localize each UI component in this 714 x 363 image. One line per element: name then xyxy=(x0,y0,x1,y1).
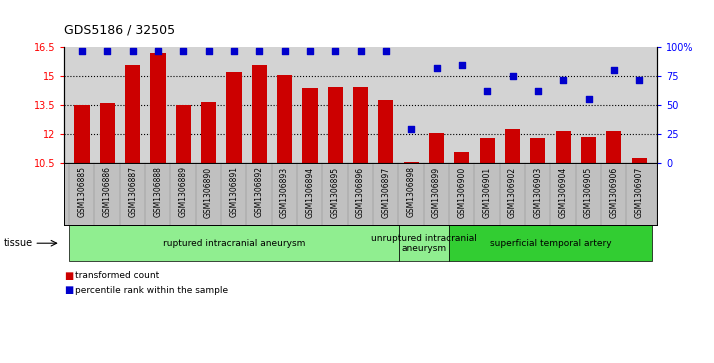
Text: transformed count: transformed count xyxy=(75,272,159,280)
Bar xyxy=(226,72,241,163)
Text: percentile rank within the sample: percentile rank within the sample xyxy=(75,286,228,295)
Point xyxy=(633,77,645,83)
Point xyxy=(532,89,543,94)
Text: GSM1306898: GSM1306898 xyxy=(407,166,416,217)
Text: GSM1306900: GSM1306900 xyxy=(458,166,466,218)
Text: GSM1306902: GSM1306902 xyxy=(508,166,517,217)
Text: GSM1306890: GSM1306890 xyxy=(204,166,213,217)
Text: GSM1306899: GSM1306899 xyxy=(432,166,441,217)
Bar xyxy=(505,129,520,163)
Bar xyxy=(480,138,495,163)
Point xyxy=(583,97,594,102)
Text: GSM1306893: GSM1306893 xyxy=(280,166,289,217)
Text: GDS5186 / 32505: GDS5186 / 32505 xyxy=(64,23,176,36)
Bar xyxy=(429,133,444,163)
Point xyxy=(279,48,291,54)
Bar xyxy=(277,75,292,163)
Text: unruptured intracranial
aneurysm: unruptured intracranial aneurysm xyxy=(371,233,477,253)
Text: superficial temporal artery: superficial temporal artery xyxy=(490,239,611,248)
Text: GSM1306886: GSM1306886 xyxy=(103,166,112,217)
Point xyxy=(406,126,417,131)
Point xyxy=(330,48,341,54)
Text: GSM1306901: GSM1306901 xyxy=(483,166,492,217)
Text: ■: ■ xyxy=(64,271,74,281)
Text: ruptured intracranial aneurysm: ruptured intracranial aneurysm xyxy=(163,239,305,248)
Point xyxy=(76,48,88,54)
Bar xyxy=(176,105,191,163)
Text: GSM1306907: GSM1306907 xyxy=(635,166,643,218)
Text: GSM1306887: GSM1306887 xyxy=(128,166,137,217)
Text: GSM1306892: GSM1306892 xyxy=(255,166,263,217)
Bar xyxy=(378,101,393,163)
Bar xyxy=(606,131,621,163)
Text: GSM1306894: GSM1306894 xyxy=(306,166,314,217)
Bar xyxy=(353,87,368,163)
Point xyxy=(456,62,468,68)
Point xyxy=(101,48,113,54)
Bar xyxy=(201,102,216,163)
Point xyxy=(178,48,189,54)
Bar xyxy=(328,87,343,163)
Point xyxy=(228,48,240,54)
Point xyxy=(558,77,569,83)
Point xyxy=(355,48,366,54)
Text: GSM1306896: GSM1306896 xyxy=(356,166,365,217)
Text: GSM1306885: GSM1306885 xyxy=(78,166,86,217)
Bar xyxy=(531,138,545,163)
Point xyxy=(481,89,493,94)
Text: GSM1306906: GSM1306906 xyxy=(609,166,618,218)
Bar xyxy=(125,65,140,163)
Point xyxy=(127,48,139,54)
Point xyxy=(507,73,518,79)
Text: GSM1306891: GSM1306891 xyxy=(229,166,238,217)
Bar xyxy=(100,103,115,163)
Bar xyxy=(74,105,89,163)
Bar xyxy=(151,53,166,163)
Text: GSM1306889: GSM1306889 xyxy=(178,166,188,217)
Bar xyxy=(454,152,470,163)
Text: GSM1306897: GSM1306897 xyxy=(381,166,391,217)
Bar xyxy=(632,158,647,163)
Bar xyxy=(555,131,570,163)
Text: GSM1306903: GSM1306903 xyxy=(533,166,543,218)
Bar xyxy=(581,137,596,163)
Text: GSM1306895: GSM1306895 xyxy=(331,166,340,217)
Point xyxy=(253,48,265,54)
Text: tissue: tissue xyxy=(4,238,33,248)
Bar xyxy=(302,88,318,163)
Bar xyxy=(403,162,419,163)
Text: ■: ■ xyxy=(64,285,74,295)
Point xyxy=(380,48,391,54)
Text: GSM1306888: GSM1306888 xyxy=(154,166,163,217)
Point xyxy=(304,48,316,54)
Text: GSM1306905: GSM1306905 xyxy=(584,166,593,218)
Point xyxy=(608,68,620,73)
Text: GSM1306904: GSM1306904 xyxy=(558,166,568,218)
Point xyxy=(431,65,442,71)
Bar xyxy=(251,65,267,163)
Point xyxy=(152,48,164,54)
Point xyxy=(203,48,214,54)
